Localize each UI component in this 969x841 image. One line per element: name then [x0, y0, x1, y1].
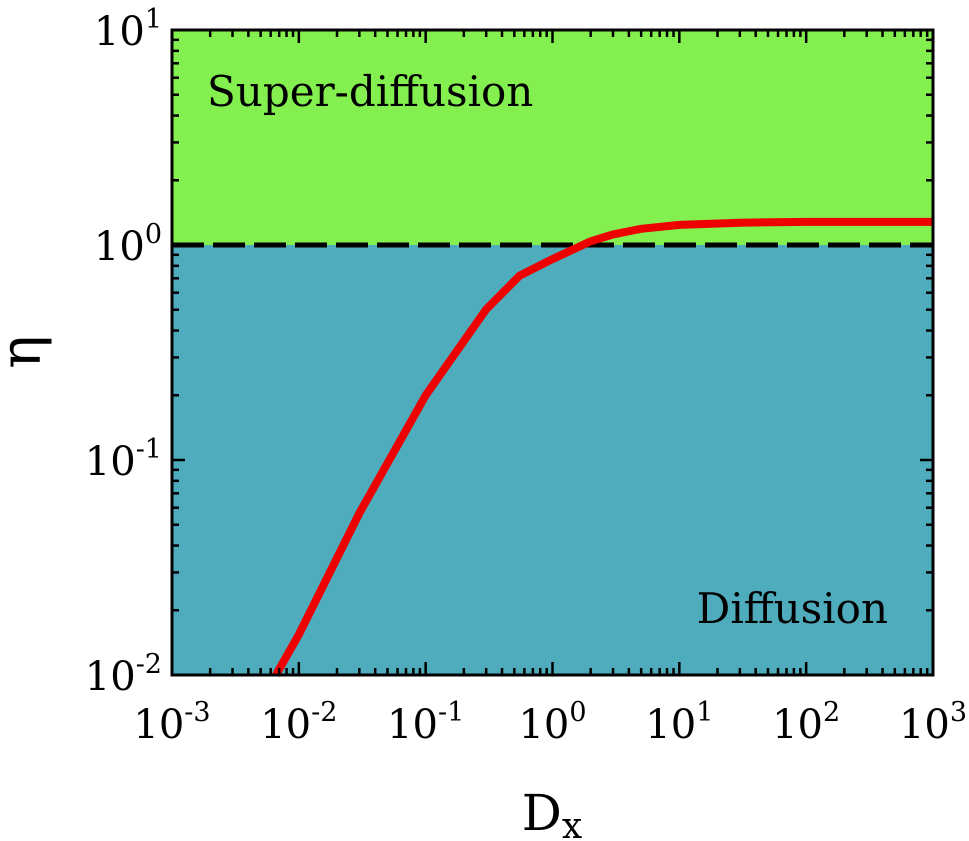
region-label-super-diffusion: Super-diffusion: [207, 67, 533, 116]
x-tick-label: 10-1: [387, 697, 464, 748]
y-tick-label: 10-1: [85, 434, 162, 485]
x-axis-label: Dx: [522, 784, 582, 841]
y-tick-label: 10-2: [85, 649, 162, 700]
x-tick-label: 10-2: [260, 697, 337, 748]
series-line-1: [272, 217, 933, 677]
region-diffusion: [172, 245, 933, 675]
region-layer: [172, 30, 933, 675]
axis-label-layer: Dx η: [0, 335, 582, 841]
region-super-diffusion: [172, 30, 933, 245]
x-tick-label: 103: [899, 697, 967, 748]
x-tick-label: 101: [645, 697, 713, 748]
series-layer: [272, 217, 933, 677]
region-label-layer: Super-diffusion Diffusion: [207, 67, 888, 633]
y-tick-label: 101: [94, 4, 162, 55]
x-tick-label: 102: [772, 697, 840, 748]
region-label-diffusion: Diffusion: [697, 584, 888, 633]
plot-frame: [170, 28, 935, 677]
x-tick-label: 100: [518, 697, 586, 748]
y-axis-label: η: [0, 335, 54, 369]
y-tick-label: 100: [94, 219, 162, 270]
x-tick-label: 10-3: [133, 697, 210, 748]
